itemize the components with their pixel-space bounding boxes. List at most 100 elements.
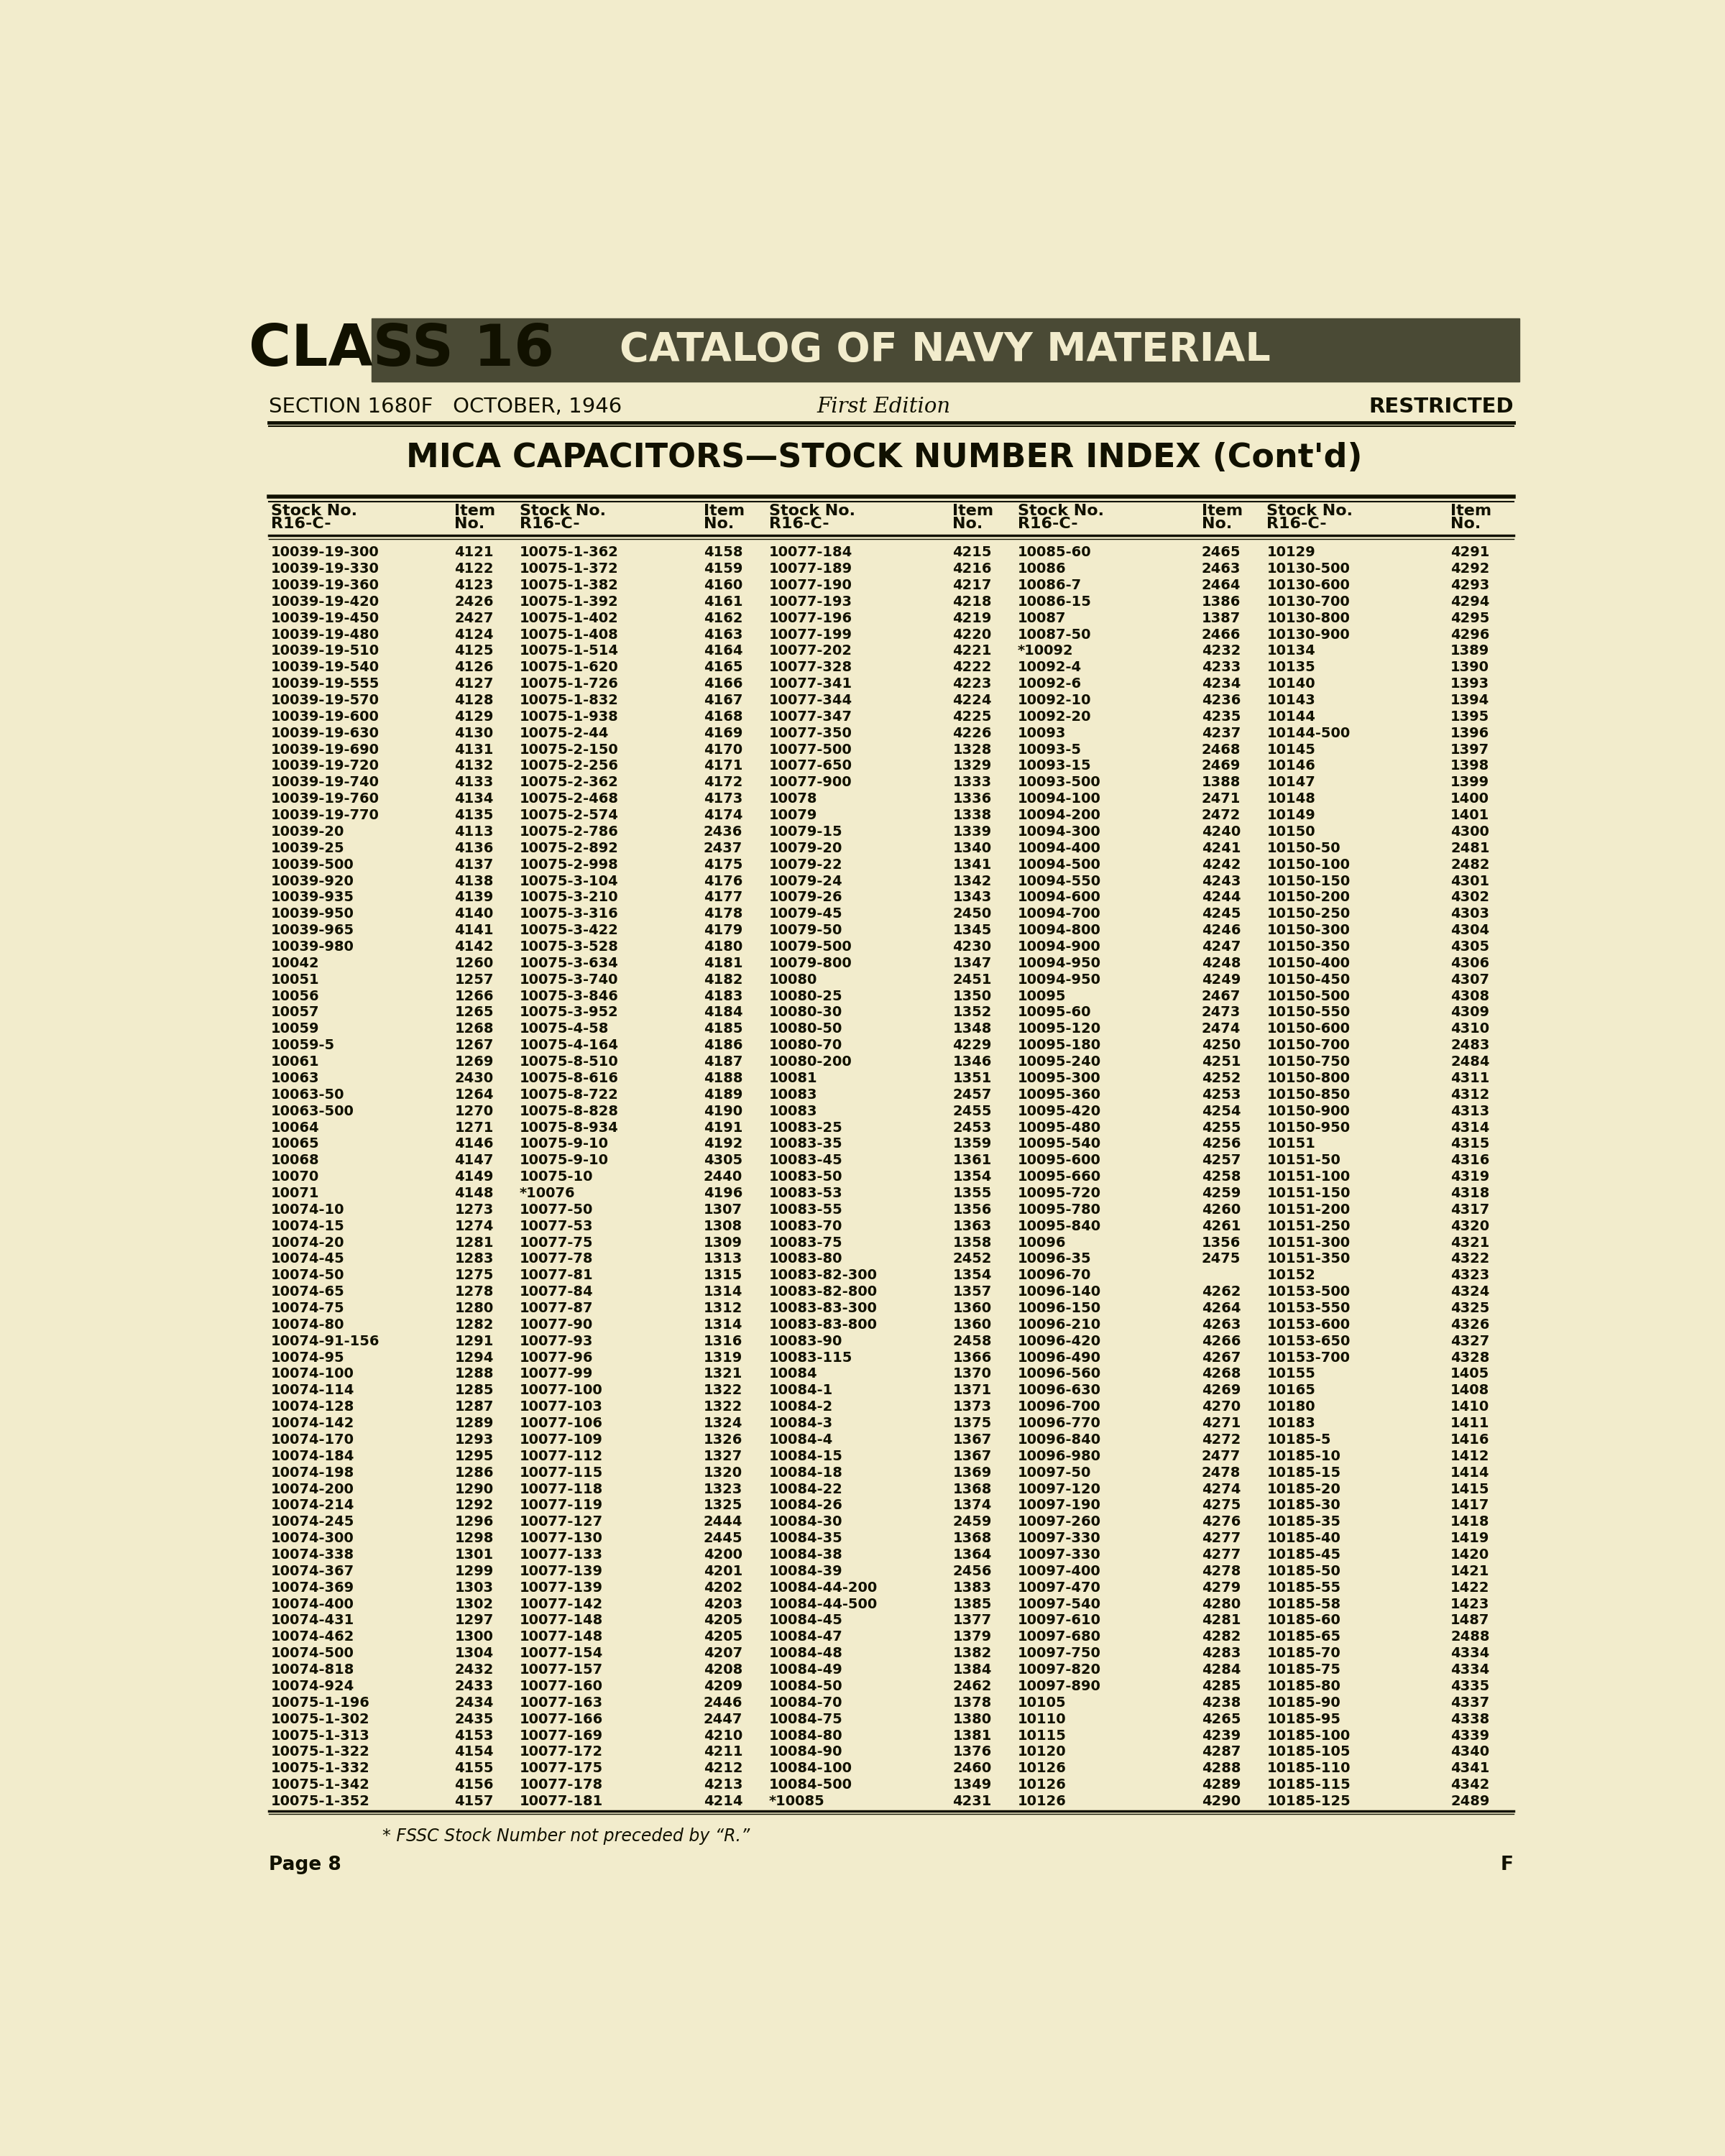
Text: 2436: 2436 bbox=[704, 826, 743, 839]
Text: 1354: 1354 bbox=[952, 1268, 992, 1283]
Text: 4160: 4160 bbox=[704, 578, 742, 593]
Text: 4201: 4201 bbox=[704, 1565, 742, 1578]
Text: 1322: 1322 bbox=[704, 1399, 743, 1414]
Text: 10151: 10151 bbox=[1266, 1136, 1316, 1151]
Text: 10095-720: 10095-720 bbox=[1018, 1186, 1101, 1201]
Text: 10185-90: 10185-90 bbox=[1266, 1697, 1340, 1710]
Text: R16-C-: R16-C- bbox=[271, 517, 331, 530]
Text: 10097-330: 10097-330 bbox=[1018, 1531, 1101, 1546]
Text: 1349: 1349 bbox=[952, 1779, 992, 1792]
Text: 2467: 2467 bbox=[1202, 990, 1240, 1003]
Text: 10084-45: 10084-45 bbox=[769, 1613, 844, 1628]
Text: 10039-19-300: 10039-19-300 bbox=[271, 545, 380, 558]
Text: 1388: 1388 bbox=[1202, 776, 1240, 789]
Text: 4203: 4203 bbox=[704, 1598, 742, 1611]
Text: 10074-818: 10074-818 bbox=[271, 1662, 354, 1677]
Text: 10075-4-164: 10075-4-164 bbox=[519, 1039, 619, 1052]
Text: 10084-30: 10084-30 bbox=[769, 1516, 842, 1529]
Text: 10074-95: 10074-95 bbox=[271, 1352, 345, 1365]
Text: 10084-50: 10084-50 bbox=[769, 1680, 842, 1692]
Text: 10151-350: 10151-350 bbox=[1266, 1253, 1351, 1266]
Text: 2437: 2437 bbox=[704, 841, 742, 856]
Text: 1419: 1419 bbox=[1451, 1531, 1490, 1546]
Text: 10084-1: 10084-1 bbox=[769, 1384, 833, 1397]
Text: Item: Item bbox=[952, 505, 994, 517]
Text: 4142: 4142 bbox=[455, 940, 493, 953]
Text: 1288: 1288 bbox=[455, 1367, 493, 1380]
Text: *10076: *10076 bbox=[519, 1186, 576, 1201]
Text: 4215: 4215 bbox=[952, 545, 992, 558]
Text: 10094-400: 10094-400 bbox=[1018, 841, 1101, 856]
Text: 1269: 1269 bbox=[455, 1054, 493, 1069]
Text: 10078: 10078 bbox=[769, 791, 818, 806]
Text: 4235: 4235 bbox=[1202, 709, 1240, 724]
Text: 4164: 4164 bbox=[704, 645, 743, 658]
Text: 10039-25: 10039-25 bbox=[271, 841, 345, 856]
Text: 10084-70: 10084-70 bbox=[769, 1697, 842, 1710]
Text: 1359: 1359 bbox=[952, 1136, 992, 1151]
Text: 4275: 4275 bbox=[1202, 1498, 1240, 1511]
Text: 10126: 10126 bbox=[1018, 1794, 1066, 1809]
Text: 10083-45: 10083-45 bbox=[769, 1153, 842, 1166]
Text: 10097-680: 10097-680 bbox=[1018, 1630, 1101, 1643]
Text: 10080-200: 10080-200 bbox=[769, 1054, 852, 1069]
Text: 10039-19-330: 10039-19-330 bbox=[271, 563, 380, 576]
Text: 2474: 2474 bbox=[1202, 1022, 1240, 1035]
Text: 1281: 1281 bbox=[455, 1235, 493, 1250]
Text: 10039-19-510: 10039-19-510 bbox=[271, 645, 380, 658]
Text: 4287: 4287 bbox=[1202, 1744, 1240, 1759]
Text: 10068: 10068 bbox=[271, 1153, 319, 1166]
Text: 4129: 4129 bbox=[455, 709, 493, 724]
Text: 10151-200: 10151-200 bbox=[1266, 1203, 1351, 1216]
Text: 10185-58: 10185-58 bbox=[1266, 1598, 1340, 1611]
Text: 1368: 1368 bbox=[952, 1531, 992, 1546]
Text: 10083-50: 10083-50 bbox=[769, 1171, 842, 1184]
Text: 4216: 4216 bbox=[952, 563, 992, 576]
Text: 10096-490: 10096-490 bbox=[1018, 1352, 1101, 1365]
Text: 10074-214: 10074-214 bbox=[271, 1498, 354, 1511]
Text: 10075-8-934: 10075-8-934 bbox=[519, 1121, 619, 1134]
Text: 1325: 1325 bbox=[704, 1498, 743, 1511]
Text: 10084-22: 10084-22 bbox=[769, 1483, 844, 1496]
Text: 10075-3-634: 10075-3-634 bbox=[519, 957, 619, 970]
Text: 10075-1-726: 10075-1-726 bbox=[519, 677, 619, 690]
Text: 10097-890: 10097-890 bbox=[1018, 1680, 1101, 1692]
Text: 10039-19-555: 10039-19-555 bbox=[271, 677, 380, 690]
Text: 10092-20: 10092-20 bbox=[1018, 709, 1092, 724]
Text: 2450: 2450 bbox=[952, 908, 992, 921]
Text: F: F bbox=[1501, 1856, 1513, 1874]
Text: 4277: 4277 bbox=[1202, 1548, 1240, 1561]
Text: 2482: 2482 bbox=[1451, 858, 1490, 871]
Text: 1327: 1327 bbox=[704, 1449, 742, 1464]
Text: 1295: 1295 bbox=[455, 1449, 493, 1464]
Text: 4269: 4269 bbox=[1202, 1384, 1240, 1397]
Text: 10074-65: 10074-65 bbox=[271, 1285, 345, 1298]
Text: 4125: 4125 bbox=[455, 645, 493, 658]
Text: 10057: 10057 bbox=[271, 1005, 319, 1020]
Text: 1487: 1487 bbox=[1451, 1613, 1490, 1628]
Text: 10039-935: 10039-935 bbox=[271, 890, 354, 903]
Text: 10094-600: 10094-600 bbox=[1018, 890, 1101, 903]
Text: 10096-700: 10096-700 bbox=[1018, 1399, 1101, 1414]
Text: 4304: 4304 bbox=[1451, 923, 1489, 938]
Text: 10095-600: 10095-600 bbox=[1018, 1153, 1101, 1166]
Text: 4246: 4246 bbox=[1202, 923, 1240, 938]
Text: 1273: 1273 bbox=[455, 1203, 493, 1216]
Text: 4334: 4334 bbox=[1451, 1662, 1490, 1677]
Text: 10039-19-480: 10039-19-480 bbox=[271, 627, 380, 642]
Text: 10077-87: 10077-87 bbox=[519, 1302, 593, 1315]
Text: 10075-9-10: 10075-9-10 bbox=[519, 1153, 609, 1166]
Text: 10084-2: 10084-2 bbox=[769, 1399, 833, 1414]
Text: 4220: 4220 bbox=[952, 627, 992, 642]
Text: 4165: 4165 bbox=[704, 660, 743, 675]
Text: 1280: 1280 bbox=[455, 1302, 493, 1315]
Text: 10083-115: 10083-115 bbox=[769, 1352, 852, 1365]
Text: 10095-60: 10095-60 bbox=[1018, 1005, 1092, 1020]
Text: 4170: 4170 bbox=[704, 744, 742, 757]
Text: 4162: 4162 bbox=[704, 612, 743, 625]
Text: 2444: 2444 bbox=[704, 1516, 743, 1529]
Text: 10074-300: 10074-300 bbox=[271, 1531, 354, 1546]
Text: 10148: 10148 bbox=[1266, 791, 1316, 806]
Text: 4181: 4181 bbox=[704, 957, 743, 970]
Text: 10095-540: 10095-540 bbox=[1018, 1136, 1101, 1151]
